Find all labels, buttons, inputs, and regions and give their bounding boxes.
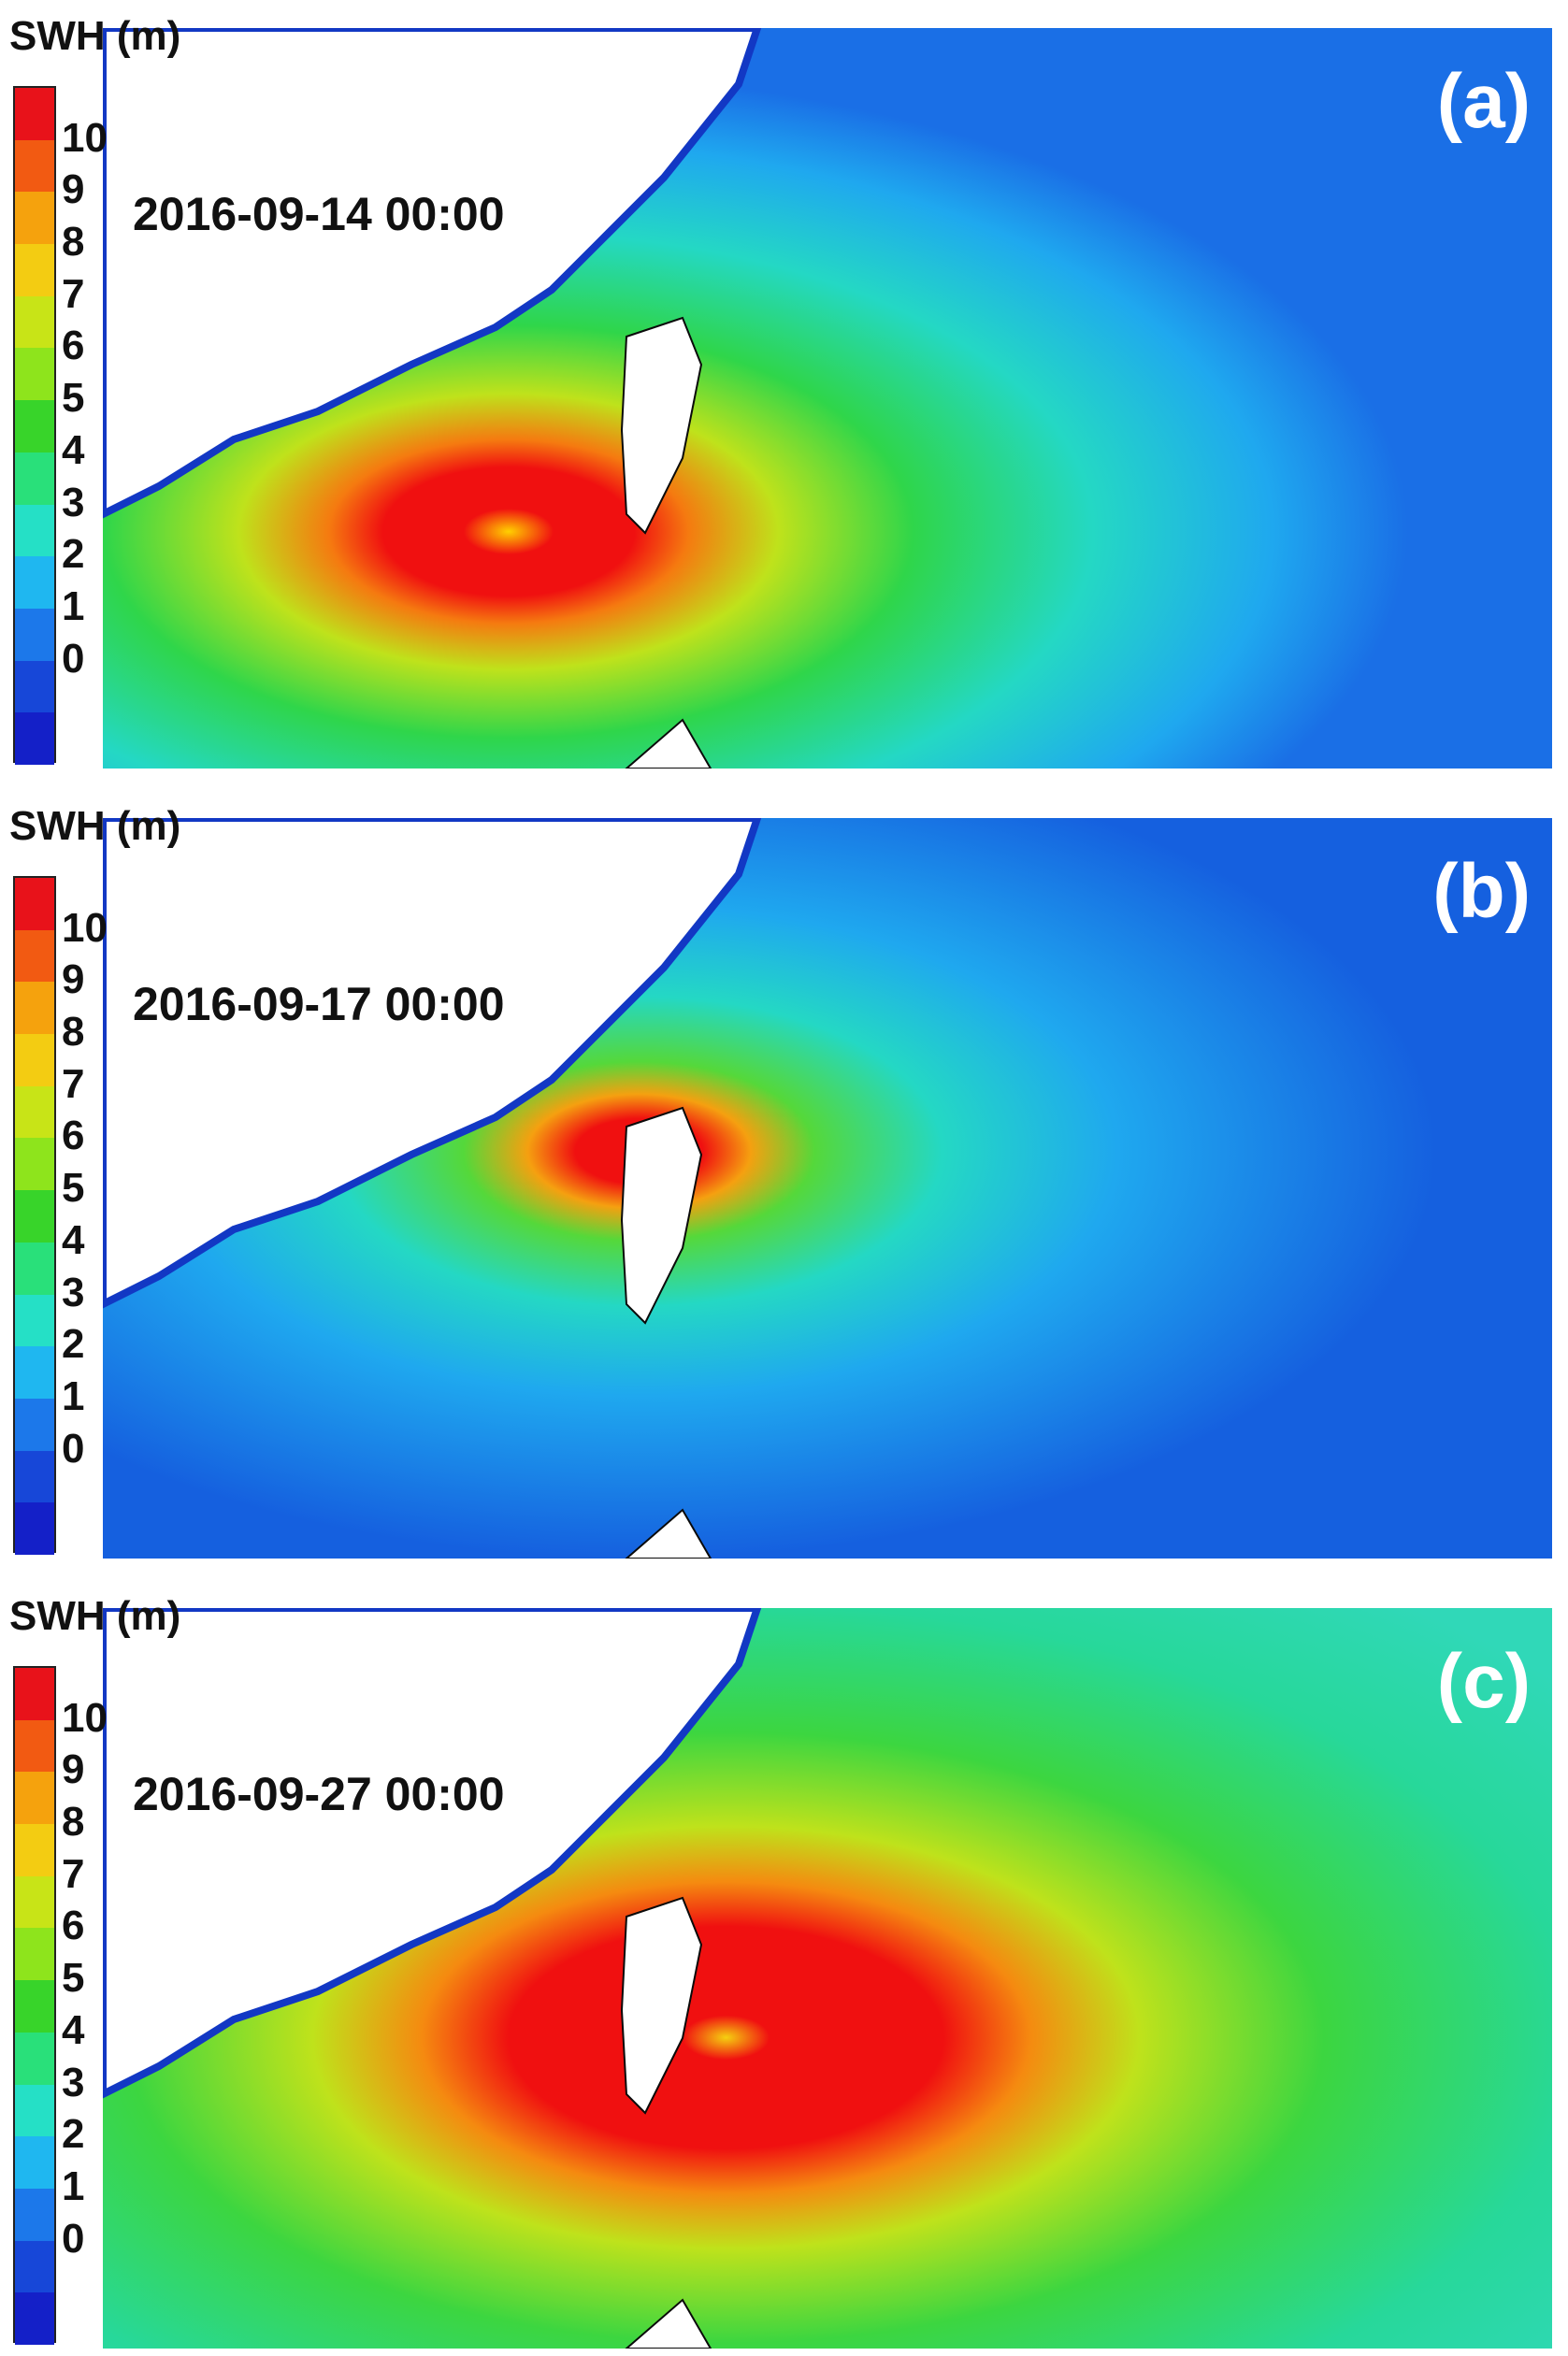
colorbar-segment (15, 1824, 54, 1877)
colorbar-tick-label: 8 (62, 1799, 85, 1846)
legend-title: SWH (m) (9, 803, 181, 849)
colorbar-tick-label: 10 (62, 114, 108, 161)
colorbar-segment (15, 1928, 54, 1981)
panel-label: (a) (1436, 59, 1531, 144)
colorbar-segment (15, 1398, 54, 1452)
colorbar-tick-label: 8 (62, 1009, 85, 1056)
colorbar (13, 1666, 56, 2346)
panel-label: (c) (1436, 1639, 1531, 1724)
colorbar-segment (15, 556, 54, 610)
colorbar-tick-label: 5 (62, 1165, 85, 1212)
colorbar-segment (15, 929, 54, 983)
colorbar-tick-label: 8 (62, 219, 85, 266)
colorbar-tick-label: 9 (62, 1746, 85, 1793)
colorbar-tick-label: 0 (62, 635, 85, 682)
map-panel-a: SWH (m) 2016-09-14 00:00 (a) 10 9 8 7 6 5 4 3 2 1… (0, 0, 1568, 774)
colorbar-segment (15, 1668, 54, 1721)
colorbar-tick-label: 2 (62, 531, 85, 578)
colorbar-segment (15, 2292, 54, 2346)
colorbar-tick-label: 5 (62, 375, 85, 422)
colorbar-segment (15, 2084, 54, 2137)
colorbar-segment (15, 1875, 54, 1929)
colorbar-segment (15, 1294, 54, 1347)
colorbar-segment (15, 295, 54, 349)
colorbar-tick-label: 7 (62, 270, 85, 317)
colorbar-tick-label: 1 (62, 2162, 85, 2209)
timestamp: 2016-09-14 00:00 (133, 188, 505, 240)
colorbar-segment (15, 1242, 54, 1296)
colorbar-segment (15, 2032, 54, 2086)
panel-label: (b) (1432, 849, 1531, 934)
colorbar-segment (15, 1980, 54, 2033)
colorbar-segment (15, 1772, 54, 1825)
colorbar-tick-label: 3 (62, 479, 85, 525)
colorbar-tick-label: 10 (62, 904, 108, 951)
colorbar-segment (15, 452, 54, 506)
colorbar (13, 86, 56, 766)
wave-height-map-b (103, 818, 1552, 1559)
wave-height-map-a (103, 28, 1552, 769)
colorbar-tick-label: 7 (62, 1850, 85, 1897)
colorbar-segment (15, 1034, 54, 1087)
timestamp: 2016-09-27 00:00 (133, 1768, 505, 1820)
colorbar-tick-label: 2 (62, 1321, 85, 1368)
colorbar-tick-label: 6 (62, 323, 85, 369)
colorbar-tick-label: 10 (62, 1694, 108, 1741)
colorbar-tick-label: 9 (62, 956, 85, 1003)
colorbar-segment (15, 982, 54, 1035)
colorbar-tick-label: 0 (62, 2215, 85, 2262)
colorbar-tick-label: 3 (62, 1269, 85, 1315)
colorbar-segment (15, 2240, 54, 2293)
colorbar-segment (15, 1502, 54, 1556)
colorbar-segment (15, 192, 54, 245)
colorbar (13, 876, 56, 1556)
colorbar-segment (15, 504, 54, 557)
colorbar-tick-label: 3 (62, 2059, 85, 2105)
colorbar-tick-label: 4 (62, 2006, 85, 2053)
map-panel-c: SWH (m) 2016-09-27 00:00 (c) 10 9 8 7 6 5 4 3 2 1… (0, 1580, 1568, 2354)
timestamp: 2016-09-17 00:00 (133, 978, 505, 1030)
colorbar-tick-label: 4 (62, 1216, 85, 1263)
colorbar-tick-label: 6 (62, 1903, 85, 1949)
colorbar-tick-label: 7 (62, 1060, 85, 1107)
colorbar-segment (15, 1719, 54, 1773)
wave-height-map-c (103, 1608, 1552, 2349)
colorbar-segment (15, 244, 54, 297)
colorbar-tick-label: 4 (62, 426, 85, 473)
colorbar-segment (15, 348, 54, 401)
colorbar-segment (15, 1450, 54, 1503)
colorbar-tick-label: 1 (62, 582, 85, 629)
legend-title: SWH (m) (9, 1593, 181, 1639)
colorbar-segment (15, 1085, 54, 1139)
colorbar-tick-label: 5 (62, 1955, 85, 2002)
colorbar-segment (15, 400, 54, 453)
colorbar-segment (15, 1346, 54, 1400)
colorbar-tick-label: 9 (62, 166, 85, 213)
colorbar-segment (15, 660, 54, 713)
colorbar-segment (15, 1190, 54, 1243)
colorbar-segment (15, 139, 54, 193)
legend-title: SWH (m) (9, 13, 181, 59)
colorbar-segment (15, 2188, 54, 2242)
colorbar-tick-label: 0 (62, 1425, 85, 1472)
colorbar-segment (15, 1138, 54, 1191)
colorbar-tick-label: 6 (62, 1113, 85, 1159)
colorbar-tick-label: 1 (62, 1372, 85, 1419)
colorbar-segment (15, 2136, 54, 2190)
colorbar-segment (15, 878, 54, 931)
colorbar-segment (15, 88, 54, 141)
colorbar-segment (15, 712, 54, 766)
colorbar-tick-label: 2 (62, 2111, 85, 2158)
colorbar-segment (15, 608, 54, 662)
map-panel-b: SWH (m) 2016-09-17 00:00 (b) 10 9 8 7 6 5 4 3 2 1… (0, 790, 1568, 1564)
